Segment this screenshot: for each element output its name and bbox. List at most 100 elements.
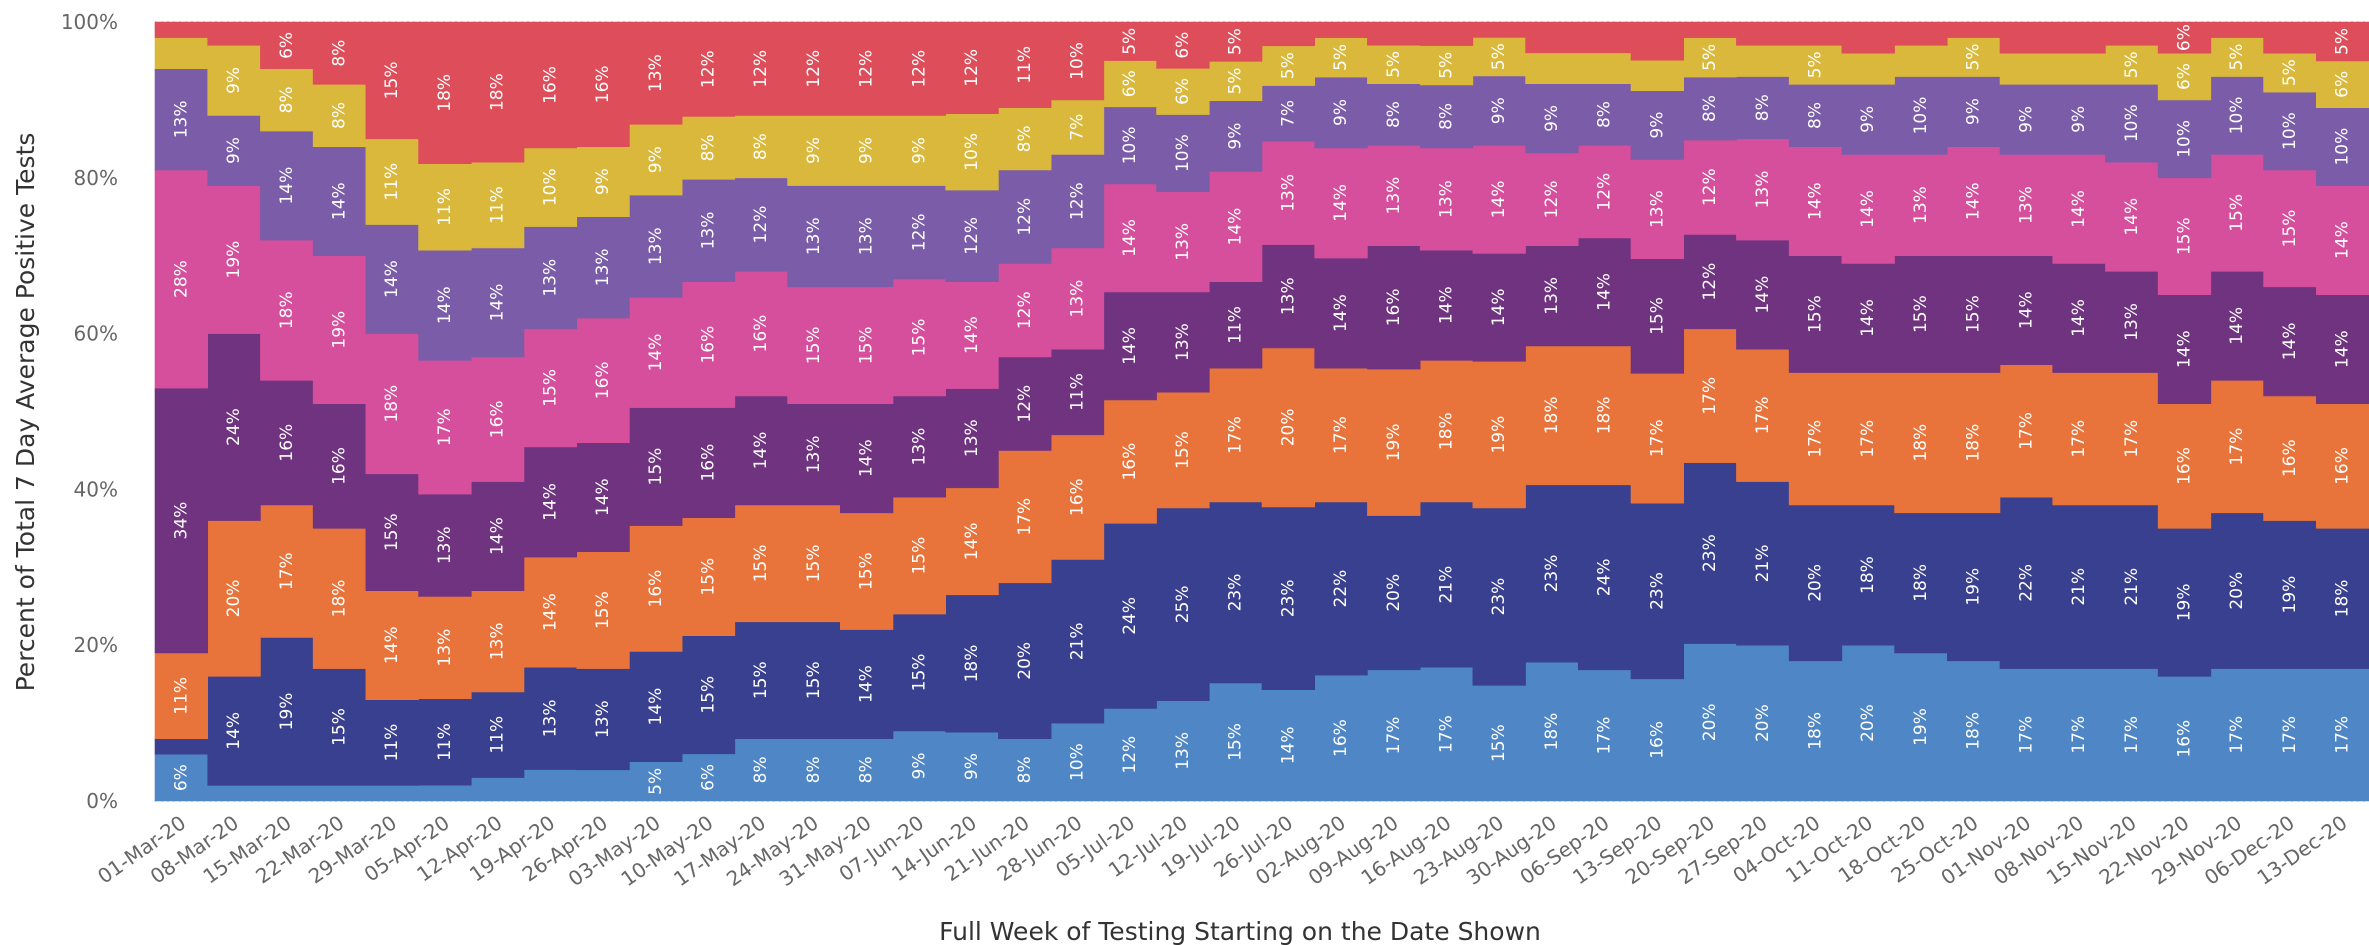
- data-label: 17%: [1015, 498, 1035, 536]
- data-label: 21%: [2069, 568, 2089, 606]
- data-label: 23%: [1278, 579, 1298, 617]
- data-label: 15%: [699, 558, 719, 596]
- data-label: 20%: [1700, 703, 1720, 741]
- data-label: 14%: [488, 284, 508, 322]
- data-label: 14%: [1489, 288, 1509, 326]
- data-label: 6%: [1120, 70, 1140, 97]
- data-label: 8%: [1437, 103, 1457, 130]
- data-label: 22%: [1331, 570, 1351, 608]
- data-label: 9%: [1858, 106, 1878, 133]
- data-label: 19%: [1489, 416, 1509, 454]
- data-label: 17%: [2069, 716, 2089, 754]
- data-label: 14%: [382, 626, 402, 664]
- data-label: 5%: [1700, 44, 1720, 71]
- data-label: 6%: [277, 32, 297, 59]
- data-label: 18%: [488, 73, 508, 111]
- y-tick-label: 100%: [61, 10, 118, 34]
- data-label: 8%: [1384, 101, 1404, 128]
- data-label: 13%: [1911, 186, 1931, 224]
- data-label: 15%: [1489, 724, 1509, 762]
- data-label: 20%: [1753, 704, 1773, 742]
- data-label: 15%: [699, 676, 719, 714]
- data-label: 12%: [1015, 198, 1035, 236]
- data-label: 14%: [1806, 182, 1826, 220]
- data-label: 10%: [1068, 42, 1088, 80]
- data-label: 9%: [1226, 123, 1246, 150]
- data-label: 9%: [909, 752, 929, 779]
- data-label: 13%: [488, 622, 508, 660]
- data-label: 14%: [1331, 184, 1351, 222]
- data-label: 16%: [488, 400, 508, 438]
- data-label: 13%: [1173, 223, 1193, 261]
- data-label: 28%: [171, 260, 191, 298]
- data-label: 12%: [962, 217, 982, 255]
- data-label: 21%: [1437, 566, 1457, 604]
- data-label: 13%: [1278, 174, 1298, 212]
- data-label: 21%: [2122, 568, 2142, 606]
- data-label: 14%: [2333, 330, 2353, 368]
- data-label: 10%: [1911, 97, 1931, 135]
- data-label: 23%: [1489, 578, 1509, 616]
- data-label: 25%: [1173, 585, 1193, 623]
- data-label: 5%: [2227, 44, 2247, 71]
- data-label: 14%: [488, 517, 508, 555]
- data-label: 14%: [593, 478, 613, 516]
- data-label: 5%: [1384, 51, 1404, 78]
- data-label: 13%: [1173, 732, 1193, 770]
- data-label: 16%: [593, 65, 613, 103]
- data-label: 5%: [1226, 28, 1246, 55]
- data-label: 5%: [1226, 68, 1246, 95]
- data-label: 15%: [382, 62, 402, 100]
- data-label: 12%: [909, 213, 929, 251]
- data-label: 15%: [329, 708, 349, 746]
- data-label: 18%: [1964, 712, 1984, 750]
- data-label: 15%: [804, 545, 824, 583]
- data-label: 17%: [1384, 717, 1404, 755]
- data-label: 13%: [435, 526, 455, 564]
- data-label: 5%: [1964, 44, 1984, 71]
- data-label: 5%: [646, 768, 666, 795]
- data-label: 9%: [1542, 105, 1562, 132]
- data-label: 15%: [857, 326, 877, 364]
- data-label: 16%: [2280, 439, 2300, 477]
- data-label: 9%: [593, 168, 613, 195]
- data-label: 17%: [1331, 416, 1351, 454]
- data-label: 14%: [1120, 219, 1140, 257]
- data-label: 20%: [1384, 574, 1404, 612]
- data-label: 13%: [593, 700, 613, 738]
- data-label: 14%: [1331, 294, 1351, 332]
- data-label: 14%: [1437, 286, 1457, 324]
- data-label: 8%: [1753, 94, 1773, 121]
- data-label: 18%: [1911, 424, 1931, 462]
- data-label: 14%: [2333, 221, 2353, 259]
- data-label: 13%: [2122, 303, 2142, 341]
- data-label: 14%: [1858, 299, 1878, 337]
- data-label: 14%: [962, 522, 982, 560]
- data-label: 10%: [1173, 134, 1193, 172]
- data-label: 18%: [382, 385, 402, 423]
- data-label: 16%: [2175, 447, 2195, 485]
- data-label: 14%: [751, 432, 771, 470]
- data-label: 12%: [1015, 291, 1035, 329]
- data-label: 5%: [1805, 51, 1825, 78]
- data-label: 9%: [909, 137, 929, 164]
- data-label: 23%: [1700, 534, 1720, 572]
- data-label: 7%: [1068, 114, 1088, 141]
- data-label: 13%: [435, 629, 455, 667]
- data-label: 10%: [540, 168, 560, 206]
- data-label: 13%: [1384, 177, 1404, 215]
- data-label: 11%: [488, 186, 508, 224]
- data-label: 14%: [646, 688, 666, 726]
- data-label: 23%: [1647, 572, 1667, 610]
- data-label: 15%: [909, 537, 929, 575]
- data-label: 12%: [962, 49, 982, 87]
- data-label: 24%: [1595, 558, 1615, 596]
- data-label: 9%: [1964, 98, 1984, 125]
- data-label: 14%: [2280, 322, 2300, 360]
- data-label: 20%: [1806, 564, 1826, 602]
- data-label: 19%: [2280, 576, 2300, 614]
- data-label: 23%: [1226, 574, 1246, 612]
- data-label: 12%: [1120, 736, 1140, 774]
- data-label: 6%: [2175, 24, 2195, 51]
- data-label: 13%: [171, 100, 191, 138]
